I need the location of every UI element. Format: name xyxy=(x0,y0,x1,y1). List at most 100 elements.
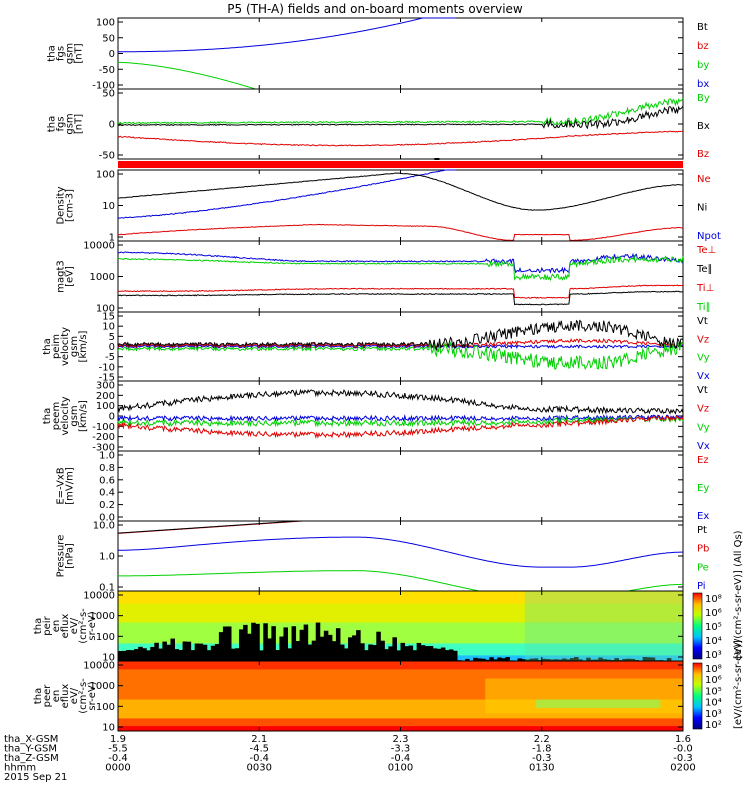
y-tick-label: -15 xyxy=(99,373,115,384)
panel-peir-eflux: 10⁸ 10⁶ 10⁵ 10⁴ 10³ [eV/(cm²-s-sr-eV)] (All Q… xyxy=(33,530,744,663)
y-axis-label: sr-eV) xyxy=(87,681,98,710)
colorbar-tick-label: 10⁸ xyxy=(705,664,722,675)
y-axis-label: magt3 xyxy=(56,260,67,293)
y-tick-label: 100 xyxy=(96,702,115,713)
y-axis-label: en xyxy=(51,620,62,633)
x-tick-label: 0100 xyxy=(388,763,413,774)
footer-value: -0.0 xyxy=(673,744,693,755)
peir-eflux-lowflux xyxy=(420,645,426,661)
density-npot-line xyxy=(117,169,456,219)
x-tick-label: 0000 xyxy=(105,763,130,774)
legend-Pe: Pe xyxy=(697,562,709,573)
legend-Vx: Vx xyxy=(697,441,710,452)
peir-eflux-lowflux xyxy=(642,657,648,661)
peir-eflux-lowflux xyxy=(210,645,216,661)
y-axis-label: [mV/m] xyxy=(65,467,76,505)
footer-value: -0.4 xyxy=(108,753,128,764)
footer-row-label: tha_Z-GSM xyxy=(4,753,59,764)
temperature-teperp-line xyxy=(117,284,684,299)
peir-eflux-lowflux xyxy=(178,649,184,661)
y-tick-label: -100 xyxy=(92,422,115,433)
y-tick-label: 50 xyxy=(102,89,115,100)
y-tick-label: -10 xyxy=(99,362,115,373)
legend-Vz: Vz xyxy=(697,404,709,415)
peir-eflux-lowflux xyxy=(247,633,252,661)
panel-frame xyxy=(117,240,684,313)
peir-eflux-lowflux xyxy=(452,650,458,661)
peir-eflux-lowflux xyxy=(231,648,236,661)
y-axis-label: peer xyxy=(42,684,53,708)
peer-eflux-band xyxy=(118,718,683,727)
peir-eflux-lowflux xyxy=(360,643,365,661)
peir-eflux-lowflux xyxy=(497,657,502,661)
temperature-til-line xyxy=(117,254,684,282)
peir-eflux-lowflux xyxy=(279,636,284,661)
legend-Pb: Pb xyxy=(697,544,709,555)
peir-eflux-lowflux xyxy=(368,644,373,661)
peir-eflux-lowflux xyxy=(356,630,361,661)
y-tick-label: 100 xyxy=(96,401,115,412)
legend-Vt: Vt xyxy=(697,316,708,327)
peir-eflux-lowflux xyxy=(198,643,204,661)
peir-eflux-lowflux xyxy=(218,632,224,661)
peir-eflux-lowflux xyxy=(291,626,297,661)
y-axis-label: [eV] xyxy=(65,266,76,287)
y-tick-label: 1 xyxy=(109,233,115,244)
y-tick-label: -50 xyxy=(99,151,115,162)
y-tick-label: -50 xyxy=(99,65,115,76)
peir-eflux-lowflux xyxy=(174,649,180,661)
footer-value: -0.4 xyxy=(249,753,269,764)
fgs-dsl-by-line xyxy=(117,97,684,126)
y-tick-label: 0 xyxy=(109,412,115,423)
peir-eflux-lowflux xyxy=(606,659,611,661)
fgs-dsl-bz-line xyxy=(117,130,684,147)
y-tick-label: 0.8 xyxy=(99,463,115,474)
legend-bx: bx xyxy=(697,79,709,90)
legend-Bz: Bz xyxy=(697,149,709,160)
peir-eflux-lowflux xyxy=(146,650,151,661)
legend-Pt: Pt xyxy=(697,525,707,536)
legend-Npot: Npot xyxy=(697,231,721,242)
y-tick-label: 0 xyxy=(109,49,115,60)
y-axis-label: tha xyxy=(33,618,44,634)
y-axis-label: gsm xyxy=(65,113,76,134)
peir-eflux-lowflux xyxy=(557,659,563,661)
panel-efield: 1.00.80.6 0.40.2 0.0 E=-VxB[mV/m] Ez Ey Ex xyxy=(56,450,709,524)
peir-eflux-lowflux xyxy=(283,627,288,661)
peir-eflux-lowflux xyxy=(384,649,389,661)
peir-eflux-lowflux xyxy=(392,637,397,661)
fgs-gsm-by-line xyxy=(118,61,355,90)
peer-eflux-colorbar xyxy=(692,662,703,730)
pressure-pi-line xyxy=(118,536,683,568)
y-tick-label: 10 xyxy=(102,201,115,212)
legend-Vt: Vt xyxy=(697,385,708,396)
peir-eflux-lowflux xyxy=(202,644,208,661)
peir-eflux-lowflux xyxy=(267,638,272,661)
y-tick-label: 0.4 xyxy=(99,488,115,499)
peem-velocity-vy-line xyxy=(117,415,684,428)
peir-eflux-lowflux xyxy=(565,659,571,661)
peir-eflux-lowflux xyxy=(505,657,510,661)
y-tick-label: 1.0 xyxy=(99,552,115,563)
peir-eflux-lowflux xyxy=(614,658,619,661)
footer-value: -3.3 xyxy=(391,744,411,755)
legend-by: by xyxy=(697,60,709,71)
y-axis-label: peim xyxy=(51,334,62,359)
peir-eflux-lowflux xyxy=(553,659,559,661)
peir-eflux-lowflux xyxy=(465,658,470,661)
footer-row-label: 2015 Sep 21 xyxy=(4,772,67,783)
legend-Te⊥: Te⊥ xyxy=(696,245,716,256)
peir-eflux-lowflux xyxy=(396,650,401,661)
legend-Ni: Ni xyxy=(697,203,707,214)
colorbar-tick-label: 10⁴ xyxy=(705,636,722,647)
colorbar-tick-label: 10⁶ xyxy=(705,675,722,686)
peir-eflux-lowflux xyxy=(307,644,313,661)
y-tick-label: 0.0 xyxy=(99,513,115,524)
peir-eflux-lowflux xyxy=(493,659,498,661)
peir-eflux-lowflux xyxy=(666,658,672,661)
peir-eflux-lowflux xyxy=(602,659,607,661)
y-axis-label: velocity xyxy=(60,396,71,435)
y-axis-label: E=-VxB xyxy=(56,467,67,504)
